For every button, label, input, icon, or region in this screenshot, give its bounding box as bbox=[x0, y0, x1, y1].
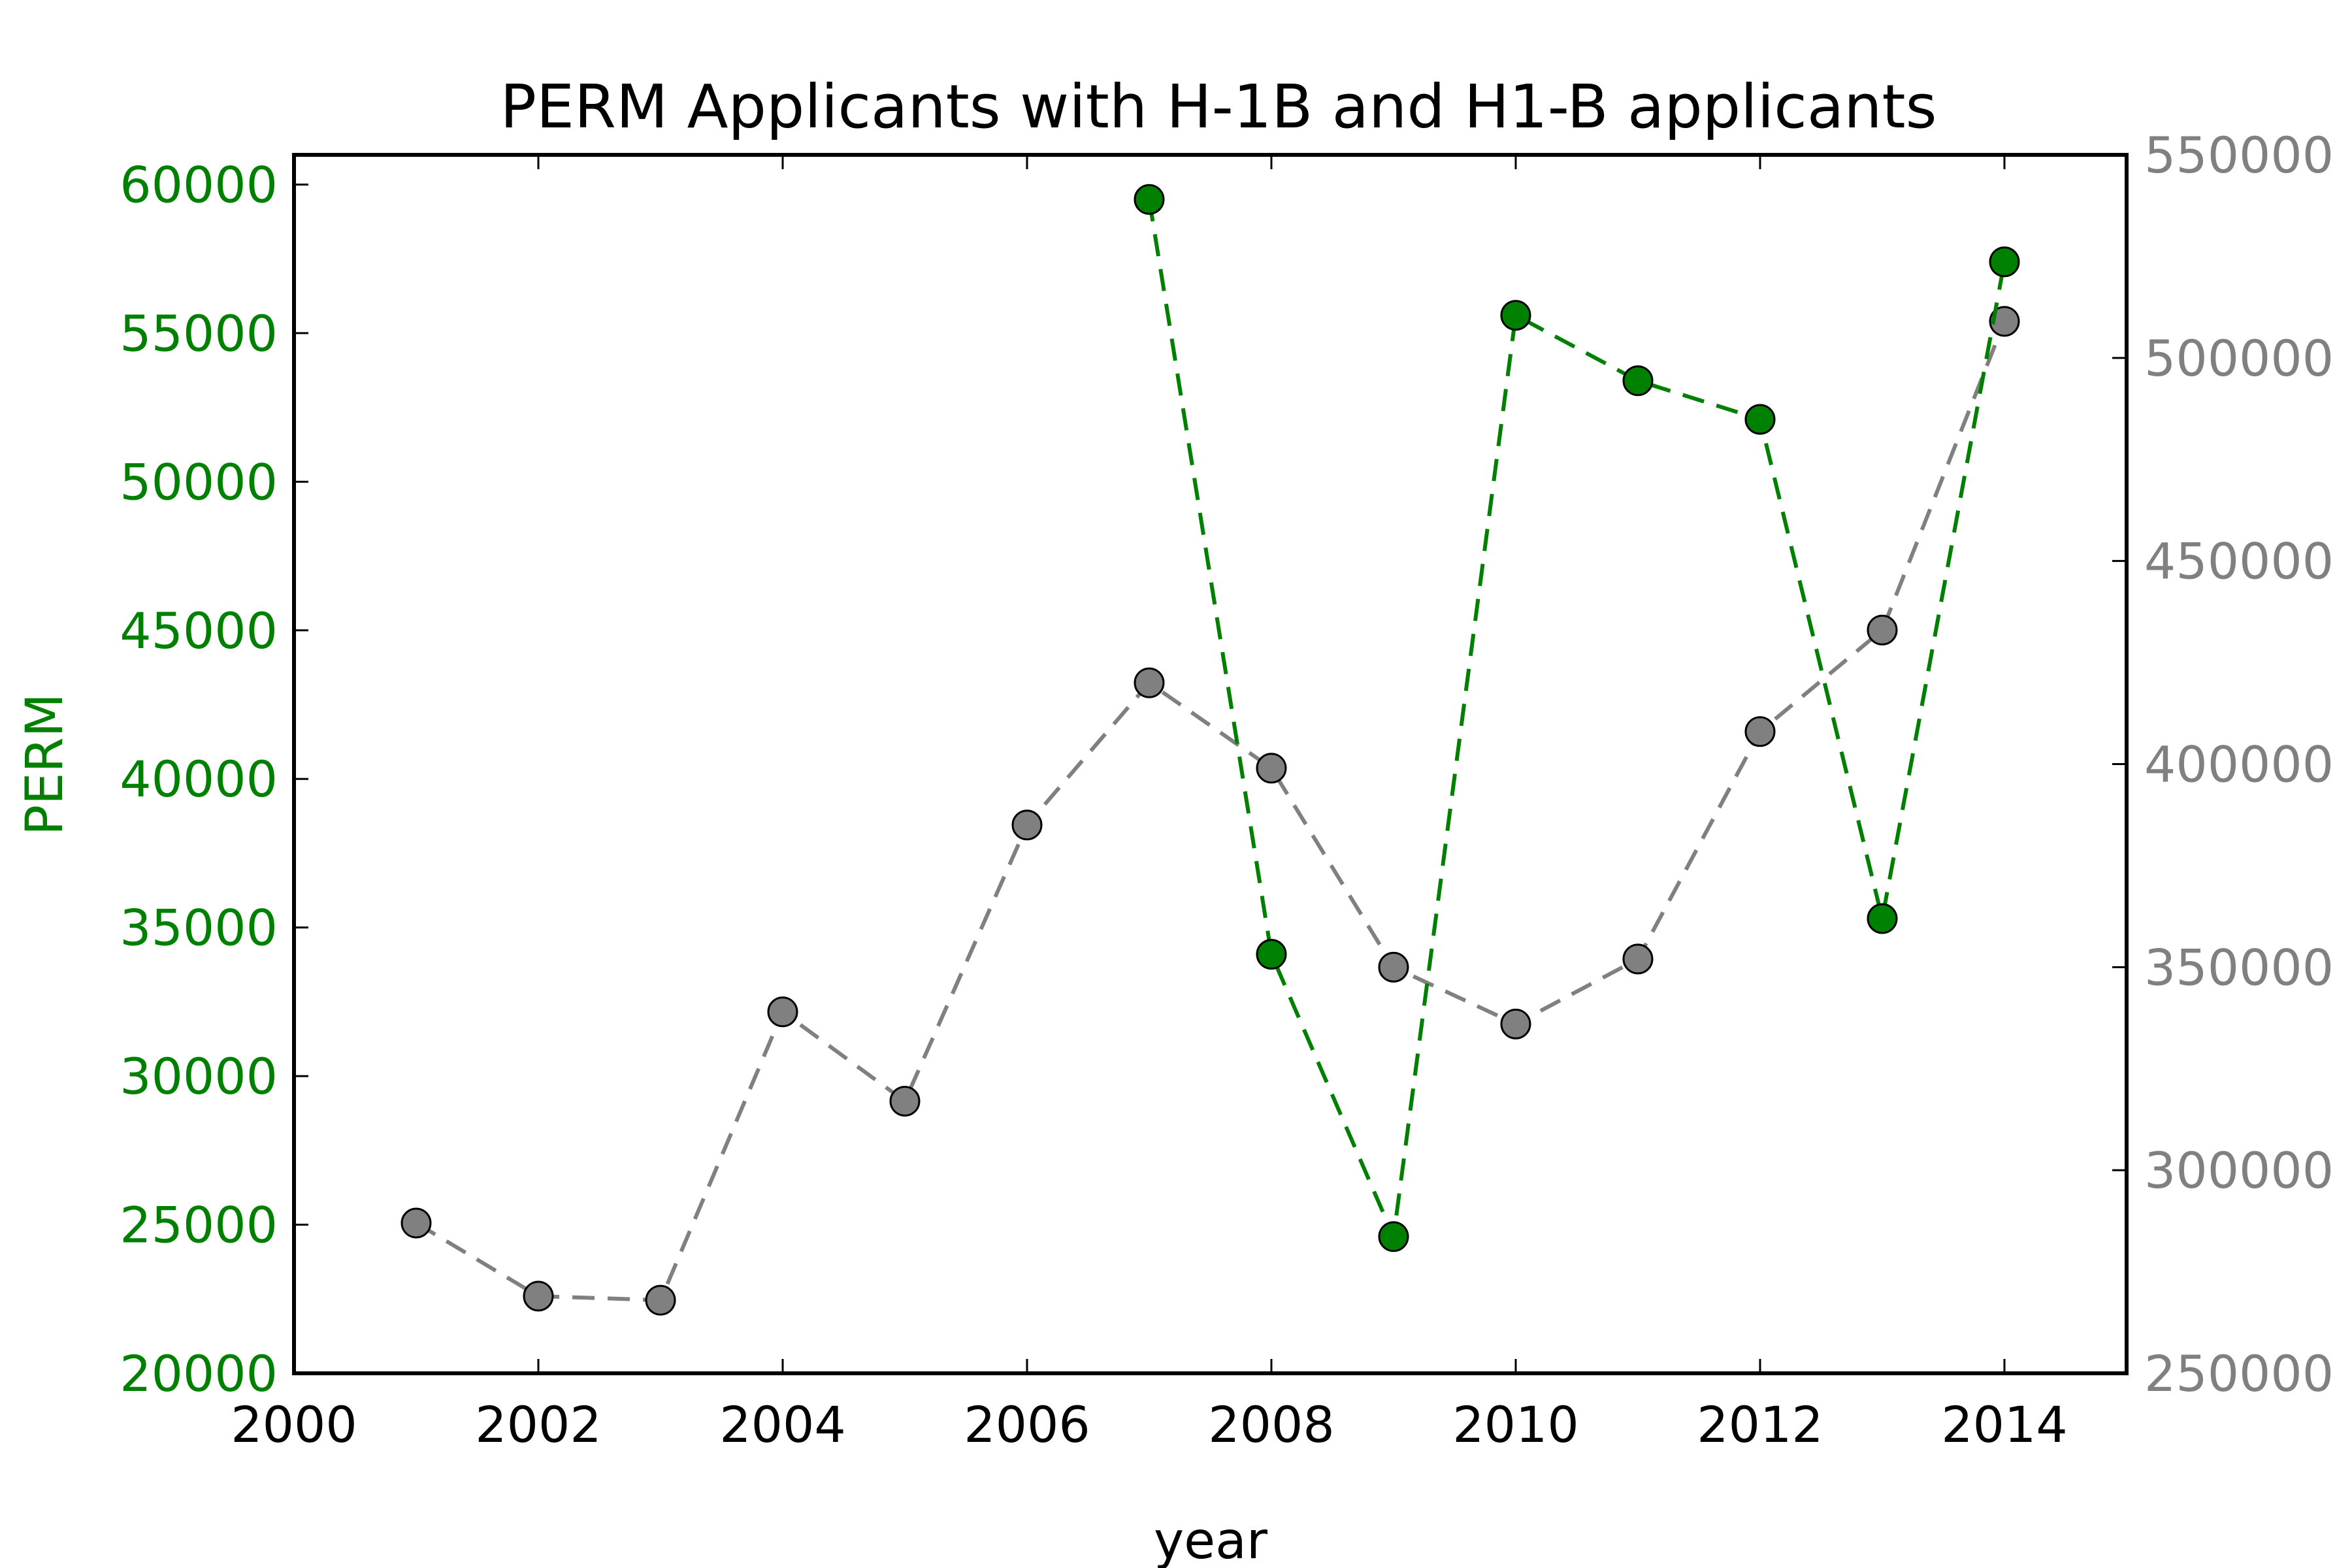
series-layer bbox=[400, 184, 2020, 1316]
series-right-point bbox=[1744, 716, 1776, 747]
y-tick-label-left: 30000 bbox=[120, 1047, 278, 1105]
series-right-point bbox=[889, 1085, 921, 1117]
series-right-point bbox=[1867, 614, 1898, 645]
ticks-layer: 2000 2002 2004 2006 2008 2010 2012 2014 20000 250… bbox=[120, 126, 2334, 1454]
series-right-point bbox=[767, 996, 798, 1028]
series-right-point bbox=[645, 1284, 676, 1316]
series-left-point bbox=[1989, 246, 2020, 278]
y-tick-label-right: 450000 bbox=[2144, 532, 2334, 591]
chart-title: PERM Applicants with H-1B and H1-B appli… bbox=[500, 72, 1936, 142]
series-left-line bbox=[1147, 199, 2006, 1244]
y-tick-label-left: 20000 bbox=[120, 1345, 278, 1403]
series-right-line bbox=[415, 320, 2006, 1303]
series-left-point bbox=[1500, 300, 1531, 331]
series-right-point bbox=[1989, 306, 2020, 337]
y-tick-label-left: 40000 bbox=[120, 750, 278, 808]
x-tick-label: 2006 bbox=[964, 1396, 1090, 1454]
series-right-point bbox=[1256, 753, 1287, 784]
series-left-point bbox=[1256, 939, 1287, 970]
series-right-point bbox=[523, 1281, 554, 1312]
y-tick-label-left: 60000 bbox=[120, 155, 278, 214]
y-tick-label-left: 25000 bbox=[120, 1196, 278, 1254]
y-tick-label-right: 350000 bbox=[2144, 938, 2334, 996]
x-tick-label: 2010 bbox=[1452, 1396, 1578, 1454]
y-tick-label-right: 250000 bbox=[2144, 1345, 2334, 1403]
series-left-point bbox=[1134, 184, 1165, 215]
series-left-point bbox=[1622, 365, 1654, 397]
x-axis-label: year bbox=[1154, 1512, 1268, 1568]
y-tick-label-right: 300000 bbox=[2144, 1141, 2334, 1200]
x-tick-label: 2008 bbox=[1208, 1396, 1334, 1454]
x-tick-label: 2002 bbox=[475, 1396, 601, 1454]
x-tick-label: 2000 bbox=[231, 1396, 357, 1454]
series-right-point bbox=[1011, 809, 1043, 841]
series-left-point bbox=[1867, 903, 1898, 934]
series-right-point bbox=[1134, 667, 1165, 698]
plot-frame bbox=[292, 153, 2129, 1375]
x-tick-label: 2014 bbox=[1941, 1396, 2067, 1454]
series-left-point bbox=[1378, 1221, 1409, 1252]
x-tick-label: 2012 bbox=[1697, 1396, 1823, 1454]
series-right-point bbox=[400, 1207, 432, 1239]
y-tick-label-left: 50000 bbox=[120, 453, 278, 511]
series-left-point bbox=[1744, 404, 1776, 435]
x-tick-label: 2004 bbox=[719, 1396, 845, 1454]
y-tick-label-left: 55000 bbox=[120, 304, 278, 363]
y-tick-label-right: 550000 bbox=[2144, 126, 2334, 184]
series-right-point bbox=[1500, 1008, 1531, 1039]
y-axis-label-left: PERM bbox=[16, 693, 74, 836]
series-right-point bbox=[1622, 943, 1654, 975]
y-tick-label-right: 500000 bbox=[2144, 329, 2334, 387]
y-tick-label-left: 35000 bbox=[120, 899, 278, 957]
y-tick-label-left: 45000 bbox=[120, 602, 278, 660]
y-tick-label-right: 400000 bbox=[2144, 736, 2334, 794]
series-right-point bbox=[1378, 951, 1409, 983]
